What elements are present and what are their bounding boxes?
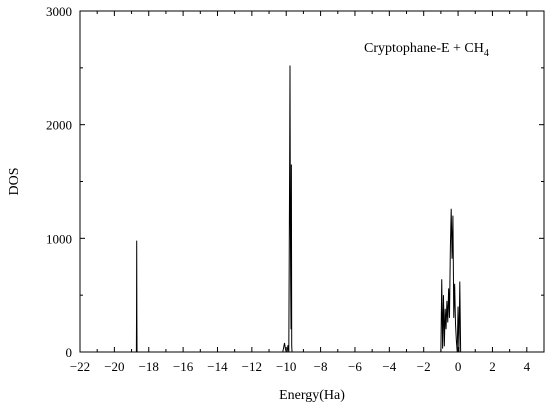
annotation-subscript: 4 — [484, 48, 489, 59]
x-tick-label: −6 — [348, 359, 362, 374]
x-tick-label: −10 — [276, 359, 296, 374]
x-tick-label: −4 — [382, 359, 396, 374]
y-axis-label: DOS — [7, 167, 22, 195]
x-tick-label: 4 — [524, 359, 531, 374]
x-axis-label: Energy(Ha) — [279, 388, 345, 403]
x-tick-label: −22 — [70, 359, 90, 374]
plot-frame — [79, 10, 545, 353]
x-tick-label: −20 — [104, 359, 124, 374]
chart-annotation: Cryptophane-E + CH4 — [364, 41, 489, 59]
y-tick-label: 2000 — [46, 118, 72, 133]
x-tick-label: −8 — [314, 359, 328, 374]
x-tick-label: −16 — [173, 359, 194, 374]
x-tick-label: −14 — [207, 359, 228, 374]
annotation-text: Cryptophane-E + CH — [364, 41, 484, 56]
x-tick-label: 0 — [455, 359, 462, 374]
x-tick-label: −2 — [417, 359, 431, 374]
x-tick-label: −18 — [139, 359, 159, 374]
x-tick-label: 2 — [489, 359, 496, 374]
dos-series-line — [80, 65, 544, 353]
y-tick-label: 3000 — [46, 4, 72, 19]
y-tick-label: 1000 — [46, 231, 72, 246]
x-tick-label: −12 — [242, 359, 262, 374]
y-tick-label: 0 — [66, 345, 73, 360]
